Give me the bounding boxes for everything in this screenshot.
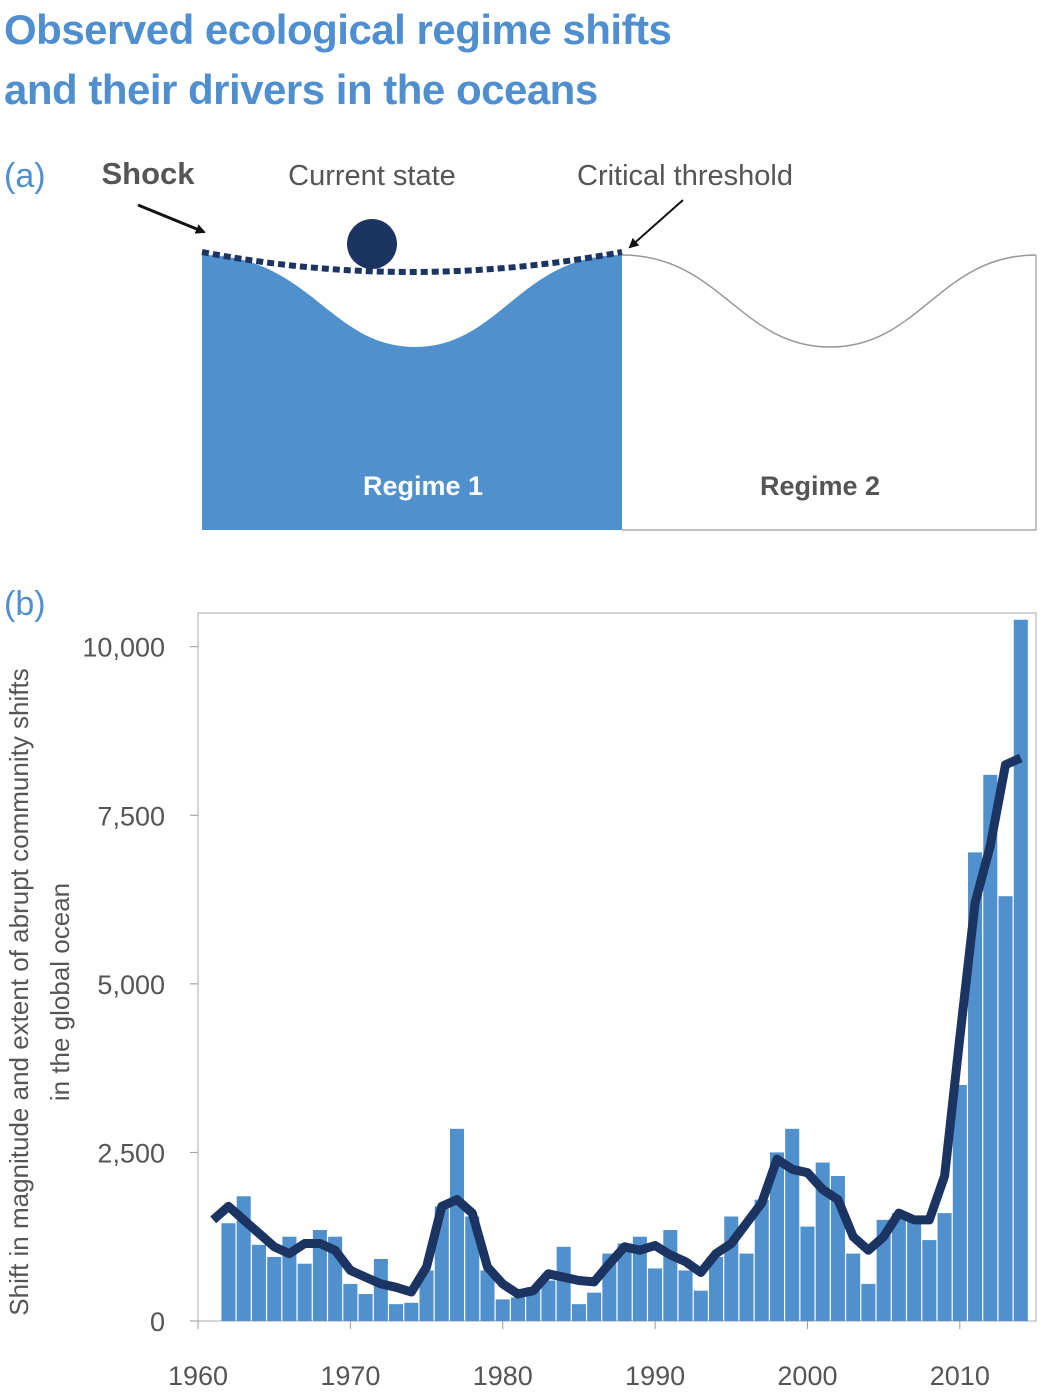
x-tick-label-1980: 1980 bbox=[473, 1361, 533, 1391]
panel-a-label: (a) bbox=[4, 157, 46, 195]
x-tick-label-1990: 1990 bbox=[625, 1361, 685, 1391]
bar-1983 bbox=[541, 1280, 556, 1321]
regime-1-label: Regime 1 bbox=[363, 471, 483, 501]
bar-2003 bbox=[846, 1253, 861, 1321]
stability-dashed-curve bbox=[201, 249, 623, 275]
bar-1968 bbox=[312, 1229, 327, 1321]
bar-1998 bbox=[769, 1152, 784, 1321]
threshold-arrow bbox=[628, 199, 684, 249]
panel-a: (a) Shock Current state Critical thresho… bbox=[4, 156, 1037, 531]
bar-1973 bbox=[389, 1304, 404, 1321]
bar-1964 bbox=[251, 1244, 266, 1321]
bar-1999 bbox=[785, 1128, 800, 1321]
bar-1981 bbox=[510, 1297, 525, 1321]
y-tick-label-5,000: 5,000 bbox=[97, 970, 165, 1000]
bar-1993 bbox=[693, 1290, 708, 1321]
bar-2004 bbox=[861, 1283, 876, 1321]
bar-1965 bbox=[267, 1256, 282, 1321]
x-tick-label-1960: 1960 bbox=[168, 1361, 228, 1391]
regime-1-area bbox=[202, 255, 622, 530]
bar-2001 bbox=[815, 1162, 830, 1321]
bar-1990 bbox=[648, 1268, 663, 1321]
regime-2-curve bbox=[621, 254, 1037, 348]
bar-2008 bbox=[922, 1240, 937, 1321]
bar-1980 bbox=[495, 1299, 510, 1321]
y-axis: 0 2,500 5,000 7,500 10,000 bbox=[82, 633, 198, 1337]
bar-1978 bbox=[465, 1216, 480, 1321]
shock-label: Shock bbox=[101, 156, 195, 191]
x-tick-label-2010: 2010 bbox=[930, 1361, 990, 1391]
panel-b: (b) 1960 1970 1980 1990 2000 2010 0 2,500 5,000… bbox=[4, 585, 1037, 1391]
plot-frame bbox=[197, 612, 1037, 1322]
y-tick-label-10,000: 10,000 bbox=[82, 633, 165, 663]
x-tick-label-1970: 1970 bbox=[320, 1361, 380, 1391]
bar-1966 bbox=[282, 1236, 297, 1321]
bar-1971 bbox=[358, 1294, 373, 1321]
critical-threshold-label: Critical threshold bbox=[577, 160, 793, 192]
shock-arrow bbox=[137, 203, 206, 234]
figure-title: Observed ecological regime shifts and th… bbox=[4, 0, 672, 120]
bar-1989 bbox=[632, 1236, 647, 1321]
bar-2007 bbox=[907, 1216, 922, 1321]
y-axis-label-line-2: in the global ocean bbox=[45, 883, 75, 1101]
bar-1988 bbox=[617, 1243, 632, 1321]
regime-2-frame bbox=[622, 255, 1037, 531]
bar-1977 bbox=[450, 1128, 465, 1321]
bar-2009 bbox=[937, 1213, 952, 1321]
title-line-2: and their drivers in the oceans bbox=[4, 66, 598, 113]
trend-line bbox=[210, 753, 1023, 1299]
y-axis-label-line-1: Shift in magnitude and extent of abrupt … bbox=[4, 668, 34, 1315]
bar-1975 bbox=[419, 1270, 434, 1321]
bar-1962 bbox=[221, 1223, 236, 1321]
bar-2013 bbox=[998, 896, 1013, 1321]
bar-1996 bbox=[739, 1253, 754, 1321]
bar-1997 bbox=[754, 1199, 769, 1321]
bar-1991 bbox=[663, 1229, 678, 1321]
regime-2-label: Regime 2 bbox=[760, 471, 880, 501]
title-line-1: Observed ecological regime shifts bbox=[4, 6, 672, 53]
bar-1984 bbox=[556, 1246, 571, 1321]
current-state-ball bbox=[347, 219, 397, 269]
bar-1994 bbox=[709, 1256, 724, 1321]
y-tick-label-7,500: 7,500 bbox=[97, 801, 165, 831]
y-tick-label-0: 0 bbox=[150, 1307, 165, 1337]
bar-1974 bbox=[404, 1302, 419, 1321]
bar-1986 bbox=[587, 1292, 602, 1321]
bar-2012 bbox=[983, 774, 998, 1321]
bar-1979 bbox=[480, 1270, 495, 1321]
bar-1985 bbox=[571, 1304, 586, 1321]
x-tick-label-2000: 2000 bbox=[777, 1361, 837, 1391]
bar-1972 bbox=[373, 1258, 388, 1321]
bar-2006 bbox=[891, 1213, 906, 1321]
bar-2014 bbox=[1013, 619, 1028, 1321]
current-state-label: Current state bbox=[288, 160, 456, 192]
bar-1967 bbox=[297, 1263, 312, 1321]
bar-2010 bbox=[952, 1085, 967, 1321]
x-axis: 1960 1970 1980 1990 2000 2010 bbox=[168, 1321, 990, 1391]
bar-2000 bbox=[800, 1226, 815, 1321]
y-tick-label-2,500: 2,500 bbox=[97, 1138, 165, 1168]
panel-b-label: (b) bbox=[4, 585, 46, 623]
bar-1970 bbox=[343, 1283, 358, 1321]
bar-1992 bbox=[678, 1270, 693, 1321]
